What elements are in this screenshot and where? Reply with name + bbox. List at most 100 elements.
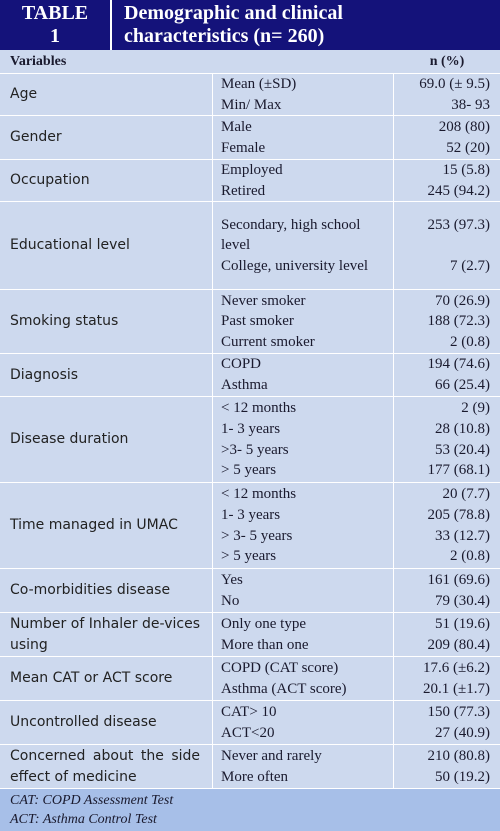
count-percent: 245 (94.2) bbox=[427, 182, 491, 199]
table-row: Smoking status Never smoker Past smoker Cur… bbox=[0, 290, 500, 354]
category-label: Retired bbox=[221, 182, 266, 199]
count-percent: 70 (26.9) bbox=[435, 292, 490, 309]
category-label: Asthma (ACT score) bbox=[221, 680, 347, 697]
category-cell: < 12 months 1- 3 years >3- 5 years > 5 year… bbox=[212, 397, 394, 482]
category-label: Current smoker bbox=[221, 333, 315, 350]
category-cell: CAT> 10 ACT<20 bbox=[212, 701, 394, 744]
count-percent: 188 (72.3) bbox=[427, 313, 491, 330]
category-label: Secondary, high school level bbox=[221, 216, 361, 254]
variable-cell: Time managed in UMAC bbox=[10, 517, 178, 533]
table-row: Uncontrolled disease CAT> 10 ACT<20 150 (77… bbox=[0, 701, 500, 745]
count-percent: 253 (97.3) bbox=[427, 216, 491, 233]
category-label: CAT> 10 bbox=[221, 703, 277, 720]
variable-cell: Disease duration bbox=[10, 431, 129, 447]
category-label: Never and rarely bbox=[221, 747, 322, 764]
table-row: Co-morbidities disease Yes No 161 (69.6) 79 … bbox=[0, 569, 500, 613]
value-cell: 253 (97.3) 7 (2.7) bbox=[394, 202, 500, 289]
value-cell: 161 (69.6) 79 (30.4) bbox=[394, 569, 500, 612]
count-percent: 69.0 (± 9.5) bbox=[419, 75, 490, 92]
category-label: No bbox=[221, 592, 240, 609]
table-row: Occupation Employed Retired 15 (5.8) 245 (94… bbox=[0, 160, 500, 202]
variable-cell: Concerned about the side effect of medic… bbox=[10, 747, 200, 785]
table-row: Educational level Secondary, high school … bbox=[0, 202, 500, 290]
value-cell: 17.6 (±6.2) 20.1 (±1.7) bbox=[394, 657, 500, 700]
table-row: Number of Inhaler de-vices using Only one… bbox=[0, 613, 500, 657]
table-header: TABLE 1 Demographic and clinical charact… bbox=[0, 0, 500, 50]
count-percent: 205 (78.8) bbox=[427, 506, 491, 523]
category-label: > 5 years bbox=[221, 548, 277, 565]
table-row: Mean CAT or ACT score COPD (CAT score) Ast… bbox=[0, 657, 500, 701]
category-label: ACT<20 bbox=[221, 724, 275, 741]
variable-cell: Diagnosis bbox=[10, 366, 79, 383]
category-label: < 12 months bbox=[221, 400, 297, 417]
count-percent: 66 (25.4) bbox=[435, 377, 490, 393]
table-body: Age Mean (±SD) Min/ Max 69.0 (± 9.5) 38- 93 G… bbox=[0, 74, 500, 789]
variable-cell: Mean CAT or ACT score bbox=[10, 670, 173, 686]
count-percent: 161 (69.6) bbox=[427, 571, 491, 588]
count-percent: 209 (80.4) bbox=[427, 636, 491, 653]
footnote-act: ACT: Asthma Control Test bbox=[10, 812, 157, 827]
value-cell: 70 (26.9) 188 (72.3) 2 (0.8) bbox=[394, 290, 500, 353]
value-cell: 208 (80) 52 (20) bbox=[394, 116, 500, 159]
footnote-cat: CAT: COPD Assessment Test bbox=[10, 793, 174, 808]
category-label: 1- 3 years bbox=[221, 506, 281, 523]
value-cell: 194 (74.6) 66 (25.4) bbox=[394, 354, 500, 396]
category-label: COPD bbox=[221, 356, 262, 373]
category-cell: Male Female bbox=[212, 116, 394, 159]
variable-cell: Educational level bbox=[10, 237, 130, 253]
category-label: 1- 3 years bbox=[221, 420, 281, 437]
count-percent: 177 (68.1) bbox=[427, 462, 491, 479]
table-title-line2: characteristics (n= 260) bbox=[124, 25, 325, 47]
category-label: Employed bbox=[221, 161, 283, 178]
variable-cell: Gender bbox=[10, 129, 62, 145]
count-percent: 28 (10.8) bbox=[435, 420, 490, 437]
category-label: Past smoker bbox=[221, 313, 294, 330]
table-row: Diagnosis COPD Asthma 194 (74.6) 66 (25.4) bbox=[0, 354, 500, 397]
variable-cell: Smoking status bbox=[10, 313, 119, 329]
value-cell: 150 (77.3) 27 (40.9) bbox=[394, 701, 500, 744]
column-header-row: Variables n (%) bbox=[0, 50, 500, 74]
category-cell: < 12 months 1- 3 years > 3- 5 years > 5 yea… bbox=[212, 483, 394, 568]
count-percent: 208 (80) bbox=[438, 118, 490, 135]
count-percent: 33 (12.7) bbox=[435, 527, 490, 544]
category-label: < 12 months bbox=[221, 486, 297, 503]
variable-cell: Uncontrolled disease bbox=[10, 714, 157, 730]
category-cell: Employed Retired bbox=[212, 160, 394, 201]
category-label: Min/ Max bbox=[221, 96, 282, 113]
category-label: COPD (CAT score) bbox=[221, 659, 339, 676]
category-label: Only one type bbox=[221, 615, 306, 632]
variable-cell: Age bbox=[10, 86, 38, 102]
variable-cell: Occupation bbox=[10, 172, 90, 188]
count-percent: 27 (40.9) bbox=[435, 724, 490, 741]
variable-cell: Number of Inhaler de-vices using bbox=[10, 615, 200, 653]
value-cell: 15 (5.8) 245 (94.2) bbox=[394, 160, 500, 201]
count-percent: 38- 93 bbox=[451, 96, 490, 113]
category-cell: Never and rarely More often bbox=[212, 745, 394, 788]
table-row: Time managed in UMAC < 12 months 1- 3 year… bbox=[0, 483, 500, 569]
table-label: TABLE bbox=[21, 2, 89, 24]
count-percent: 20.1 (±1.7) bbox=[423, 680, 490, 697]
count-percent: 79 (30.4) bbox=[435, 592, 490, 609]
category-cell: Never smoker Past smoker Current smoker bbox=[212, 290, 394, 353]
category-label: Male bbox=[221, 118, 252, 135]
count-percent: 53 (20.4) bbox=[435, 441, 490, 458]
count-percent: 194 (74.6) bbox=[427, 356, 491, 373]
count-percent: 15 (5.8) bbox=[442, 161, 491, 178]
count-percent: 210 (80.8) bbox=[427, 747, 491, 764]
category-cell: COPD Asthma bbox=[212, 354, 394, 396]
category-label: >3- 5 years bbox=[221, 441, 289, 458]
category-label: > 5 years bbox=[221, 462, 277, 479]
count-percent: 7 (2.7) bbox=[450, 257, 490, 274]
count-percent: 50 (19.2) bbox=[435, 768, 490, 785]
value-cell: 69.0 (± 9.5) 38- 93 bbox=[394, 74, 500, 115]
count-percent: 17.6 (±6.2) bbox=[423, 659, 490, 676]
column-header-variables: Variables bbox=[10, 54, 67, 69]
table-number-value: 1 bbox=[50, 25, 60, 47]
table-title: Demographic and clinical characteristics… bbox=[112, 0, 500, 50]
count-percent: 2 (0.8) bbox=[450, 548, 490, 565]
table-row: Concerned about the side effect of medic… bbox=[0, 745, 500, 789]
table-title-line1: Demographic and clinical bbox=[124, 2, 343, 24]
table-row: Gender Male Female 208 (80) 52 (20) bbox=[0, 116, 500, 160]
category-label: > 3- 5 years bbox=[221, 527, 293, 544]
